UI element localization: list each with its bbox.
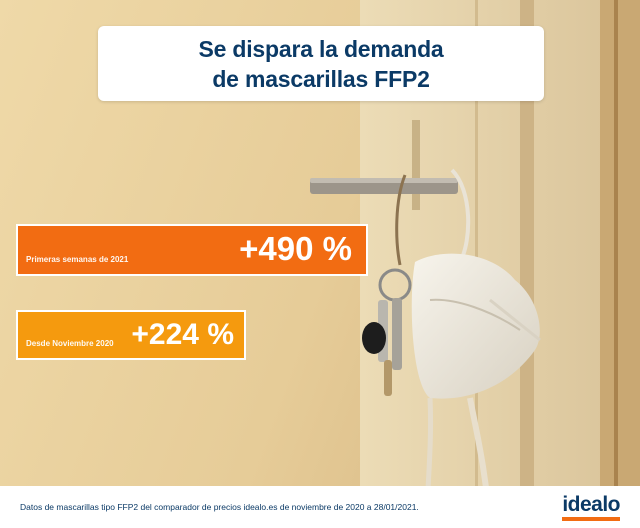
- door-edge: [520, 0, 534, 528]
- key-fob: [362, 322, 386, 354]
- stat-value-2021: +490 %: [239, 230, 352, 267]
- door-trim: [600, 0, 640, 528]
- ffp2-mask: [411, 253, 540, 399]
- title-line-2: de mascarillas FFP2: [212, 65, 430, 92]
- logo-text: idealo: [562, 492, 620, 516]
- stat-label-nov-2020: Desde Noviembre 2020: [26, 339, 114, 348]
- title-card: Se dispara la demanda de mascarillas FFP…: [98, 26, 544, 101]
- mask-fold: [429, 298, 521, 331]
- key-ring-wire: [395, 174, 407, 266]
- mask-edge: [489, 298, 541, 342]
- source-note: Datos de mascarillas tipo FFP2 del compa…: [20, 502, 419, 512]
- stat-bar-2021: Primeras semanas de 2021 +490 %: [16, 224, 368, 276]
- key-2: [392, 298, 402, 370]
- title-line-1: Se dispara la demanda: [198, 35, 444, 62]
- stat-value-nov-2020: +224 %: [131, 318, 234, 351]
- stat-label-2021: Primeras semanas de 2021: [26, 255, 129, 264]
- footer: Datos de mascarillas tipo FFP2 del compa…: [0, 486, 640, 528]
- door-latch-plate: [412, 120, 420, 210]
- door-handle-highlight: [310, 178, 458, 183]
- mask-strap: [450, 168, 471, 263]
- idealo-logo: idealo: [562, 492, 620, 521]
- key-3: [384, 360, 392, 396]
- stat-bar-nov-2020: Desde Noviembre 2020 +224 %: [16, 310, 246, 360]
- door-trim-shadow: [614, 0, 618, 528]
- logo-underline: [562, 516, 620, 521]
